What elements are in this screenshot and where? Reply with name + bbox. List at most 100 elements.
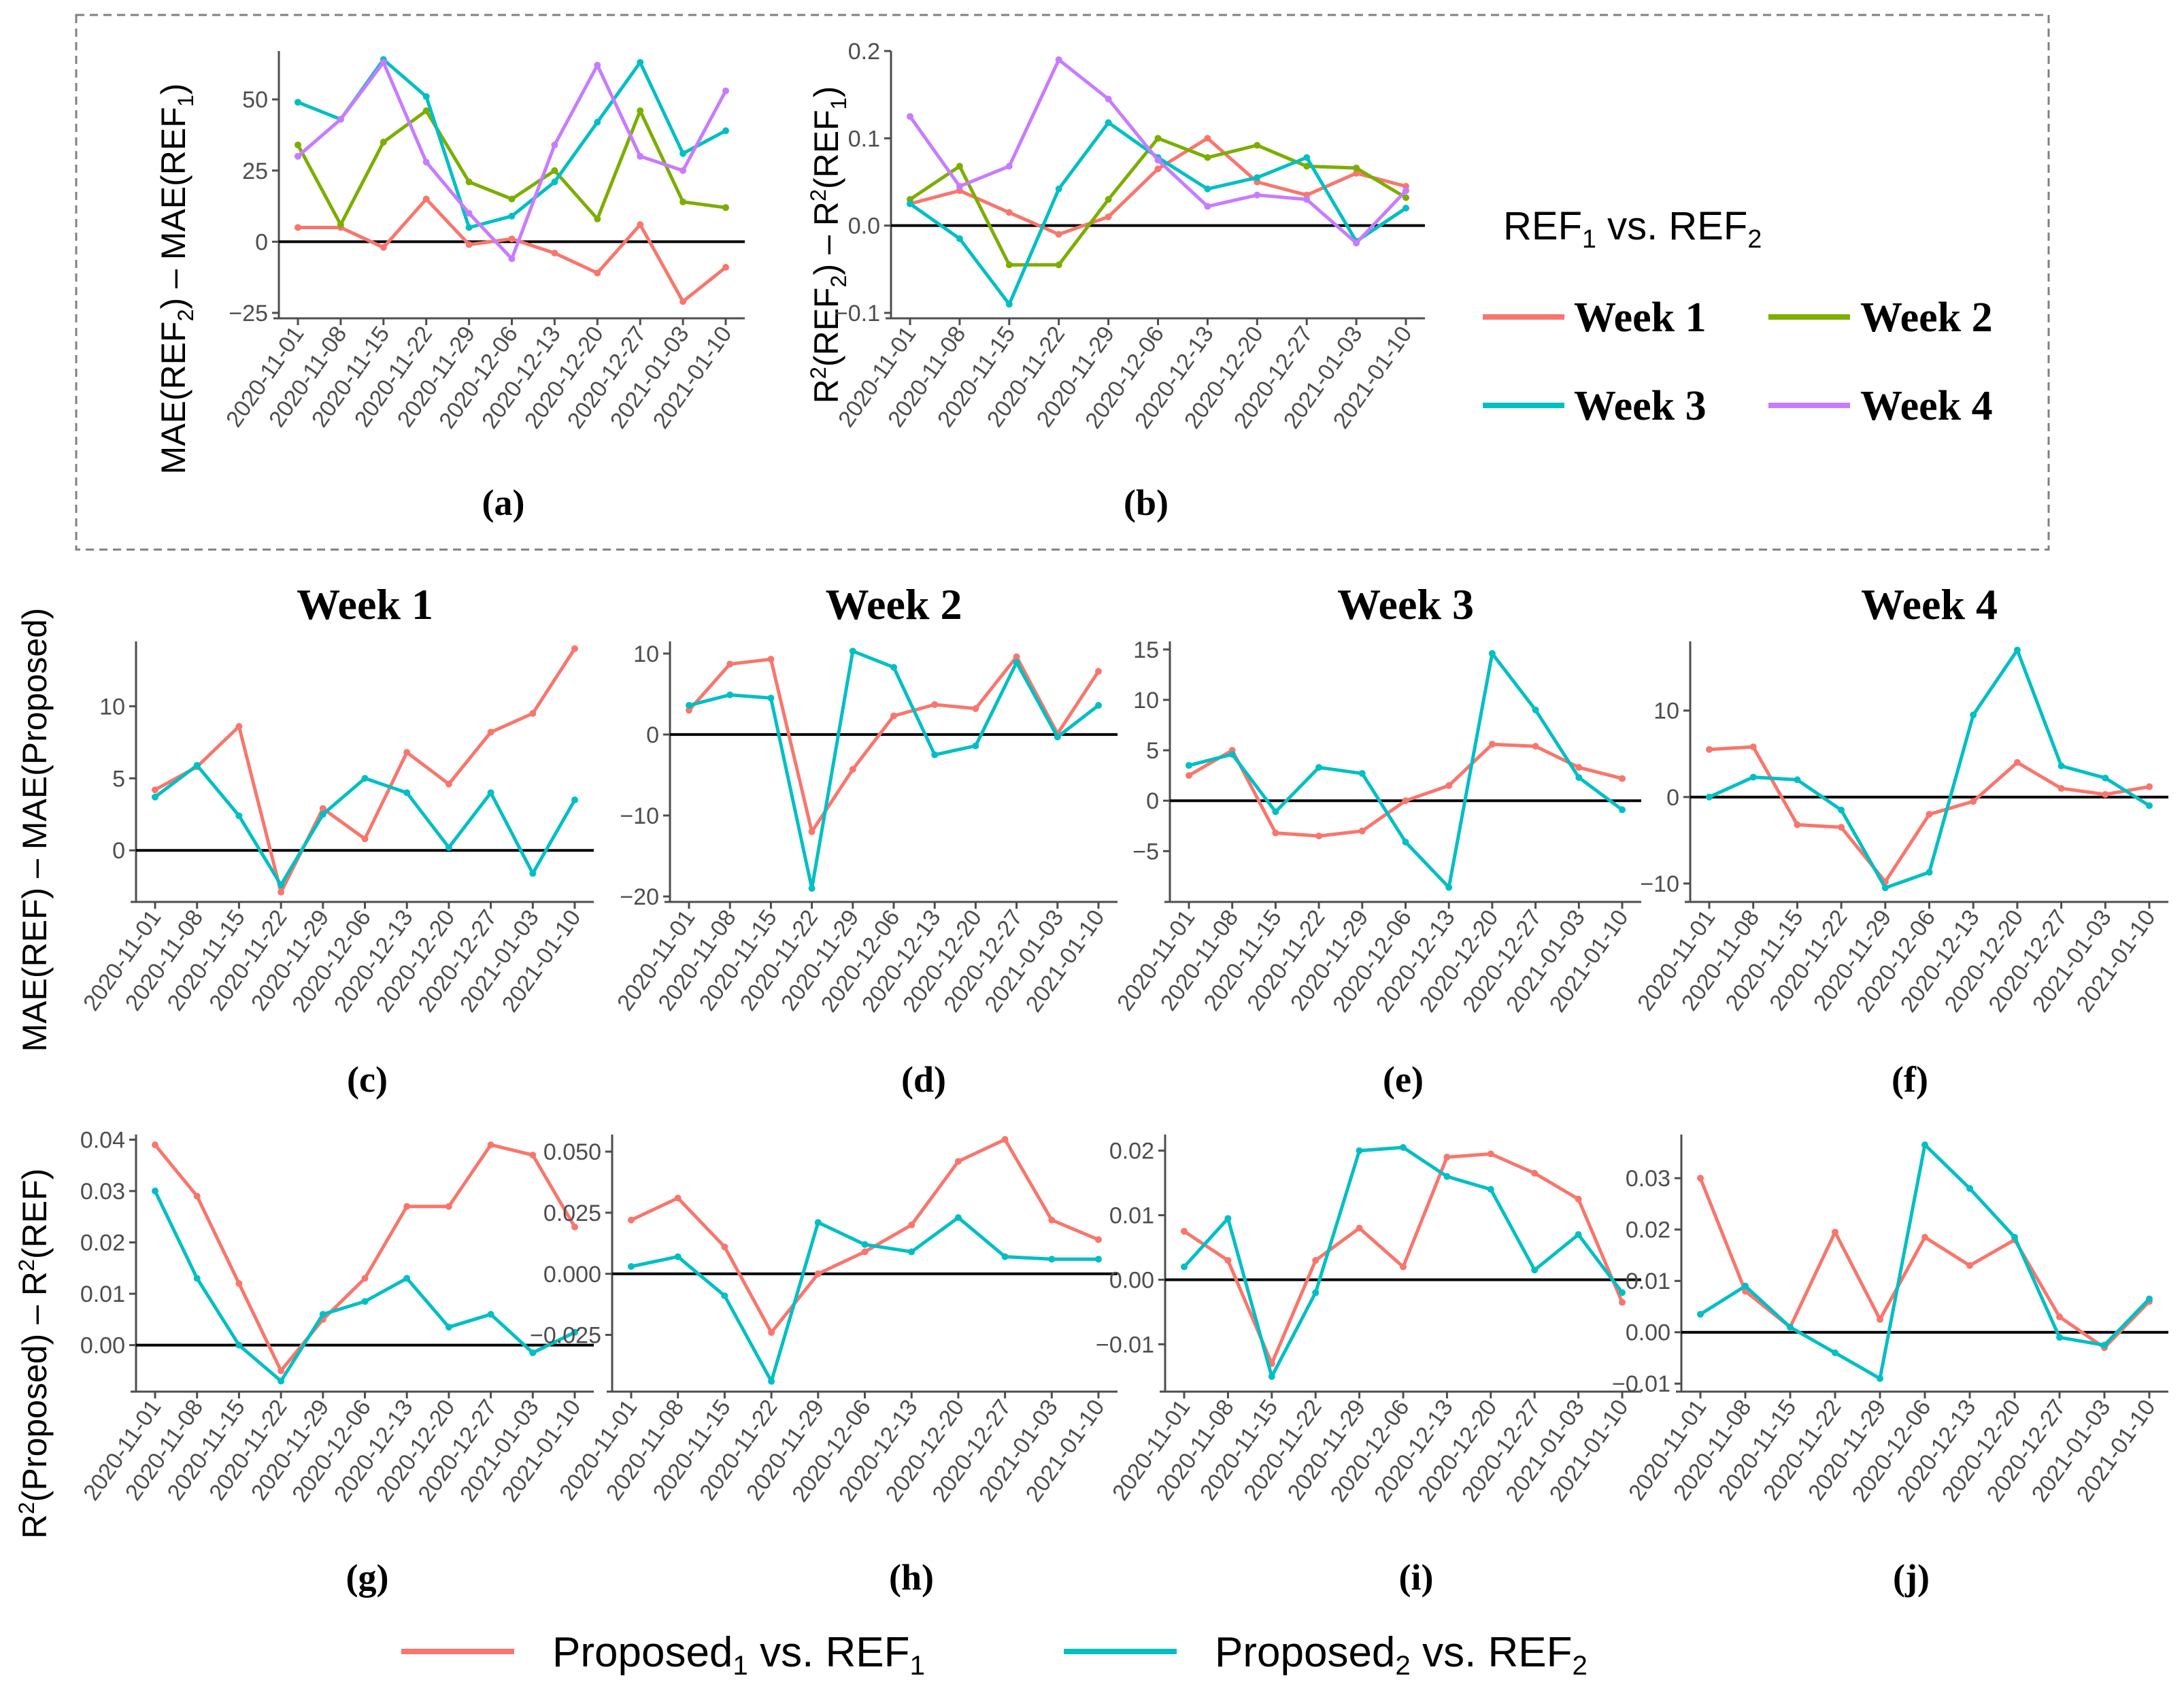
y-tick-label: 10 <box>633 641 659 667</box>
data-point-proposed1 <box>445 1203 452 1210</box>
data-point-proposed2 <box>908 1248 915 1256</box>
data-point-proposed2 <box>1356 1147 1363 1154</box>
data-point-week4 <box>956 182 963 190</box>
data-point-proposed2 <box>2101 1341 2108 1349</box>
data-point-week2 <box>1154 135 1162 142</box>
data-point-proposed2 <box>1966 1185 1973 1192</box>
data-point-week2 <box>508 195 516 203</box>
panel-a: −25025502020-11-012020-11-082020-11-1520… <box>221 51 745 523</box>
data-point-proposed2 <box>1228 751 1236 758</box>
series-line-proposed1 <box>1188 742 1623 838</box>
data-point-proposed1 <box>768 1328 775 1336</box>
legend-label-week1: Week 1 <box>1574 295 1707 341</box>
data-point-proposed1 <box>808 828 816 835</box>
y-tick-label: −5 <box>1132 839 1159 865</box>
data-point-proposed2 <box>2146 802 2153 809</box>
legend-label-proposed1: Proposed1 vs. REF1 <box>552 1629 925 1681</box>
data-point-proposed2 <box>278 882 285 889</box>
ylabel-b: R2(REF2) – R2(REF1) <box>806 86 851 404</box>
data-point-week3 <box>907 200 913 207</box>
data-point-proposed2 <box>1575 1231 1582 1239</box>
data-point-proposed2 <box>445 843 452 851</box>
panel-title: Week 1 <box>297 580 433 628</box>
y-tick-label: −0.025 <box>530 1323 601 1349</box>
data-point-week4 <box>594 61 601 69</box>
data-point-proposed2 <box>529 1349 537 1356</box>
data-point-proposed1 <box>726 660 734 668</box>
data-point-week1 <box>1055 231 1062 238</box>
data-point-week2 <box>722 204 729 212</box>
data-point-proposed1 <box>1619 775 1626 782</box>
data-point-week3 <box>679 150 687 157</box>
data-point-proposed2 <box>278 1377 285 1385</box>
data-point-week2 <box>1055 261 1062 269</box>
data-point-proposed2 <box>849 648 856 655</box>
data-point-proposed2 <box>2011 1234 2018 1241</box>
data-point-proposed2 <box>2057 762 2065 770</box>
data-point-proposed2 <box>1742 1282 1749 1290</box>
y-tick-label: −20 <box>620 884 659 910</box>
data-point-proposed1 <box>403 749 411 756</box>
panel-h: −0.0250.0000.0250.0502020-11-012020-11-0… <box>530 1135 1118 1598</box>
panel-label: (e) <box>1383 1059 1424 1100</box>
y-tick-label: 0.03 <box>1626 1166 1670 1192</box>
y-tick-label: 0.2 <box>848 39 880 65</box>
data-point-week3 <box>508 212 516 220</box>
data-point-proposed2 <box>931 751 939 758</box>
data-point-proposed2 <box>1358 770 1366 777</box>
data-point-week4 <box>1005 163 1013 170</box>
data-point-week1 <box>722 264 729 271</box>
data-point-week4 <box>1105 95 1112 103</box>
data-point-proposed1 <box>972 705 979 712</box>
y-tick-label: 0 <box>646 722 659 748</box>
data-point-proposed1 <box>235 1279 243 1287</box>
data-point-proposed2 <box>768 1377 775 1385</box>
y-tick-label: −10 <box>620 803 659 829</box>
data-point-proposed2 <box>1095 702 1102 709</box>
series-line-week2 <box>296 109 726 226</box>
data-point-week1 <box>1105 213 1112 220</box>
panel-i: −0.010.000.010.022020-11-012020-11-08202… <box>1096 1135 1641 1598</box>
data-point-proposed2 <box>1531 1266 1539 1274</box>
data-point-proposed2 <box>2146 1295 2153 1303</box>
y-tick-label: 0.02 <box>80 1230 125 1256</box>
data-point-week2 <box>956 163 963 170</box>
data-point-proposed2 <box>721 1292 728 1300</box>
data-point-proposed2 <box>2056 1334 2063 1341</box>
series-line-proposed1 <box>154 648 577 894</box>
series-line-proposed1 <box>154 1143 577 1373</box>
y-tick-label: 0.02 <box>1626 1218 1670 1243</box>
data-point-week1 <box>1005 209 1013 216</box>
data-point-week4 <box>1204 203 1211 210</box>
legend-label-week2: Week 2 <box>1860 295 1993 341</box>
data-point-week2 <box>637 107 644 114</box>
data-point-proposed1 <box>674 1194 682 1202</box>
data-point-proposed2 <box>571 1328 578 1336</box>
data-point-week2 <box>422 107 430 114</box>
data-point-proposed1 <box>487 1141 494 1149</box>
y-tick-label: 0.03 <box>80 1179 125 1205</box>
y-tick-label: 25 <box>242 158 268 184</box>
y-tick-label: 0.01 <box>80 1281 125 1307</box>
y-tick-label: 10 <box>1133 688 1159 714</box>
data-point-proposed1 <box>278 1367 285 1375</box>
panel-label: (h) <box>889 1557 934 1598</box>
data-point-week2 <box>551 167 558 174</box>
data-point-week3 <box>956 235 963 242</box>
data-point-week2 <box>1402 194 1409 201</box>
data-point-proposed1 <box>1575 764 1583 771</box>
data-point-week1 <box>380 244 387 251</box>
data-point-proposed1 <box>2146 783 2153 790</box>
data-point-week3 <box>637 58 644 66</box>
data-point-week4 <box>508 255 516 263</box>
y-tick-label: 0.1 <box>848 126 880 152</box>
data-point-proposed1 <box>1312 1257 1320 1264</box>
data-point-proposed1 <box>1181 1228 1188 1235</box>
data-point-proposed2 <box>1488 650 1496 657</box>
data-point-proposed2 <box>1794 776 1801 784</box>
data-point-week4 <box>679 167 687 174</box>
data-point-week1 <box>1204 135 1211 142</box>
data-point-proposed1 <box>529 709 537 717</box>
data-point-proposed1 <box>1877 1315 1883 1323</box>
data-point-proposed2 <box>319 1311 326 1318</box>
